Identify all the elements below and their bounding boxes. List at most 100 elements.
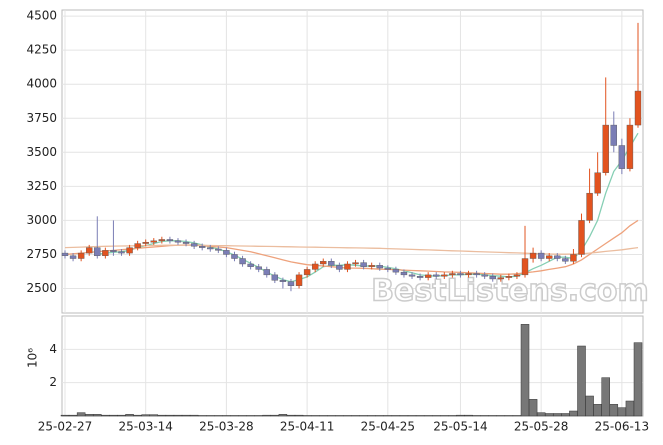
- candle-body: [546, 255, 553, 259]
- y-tick-label: 4: [49, 342, 57, 356]
- candle-body: [158, 239, 166, 242]
- y-tick-label: 4250: [26, 43, 57, 57]
- candle-body: [602, 124, 609, 173]
- candle-body: [255, 266, 262, 270]
- volume-bar: [609, 404, 619, 417]
- volume-bar: [367, 415, 376, 417]
- volume-bar: [197, 415, 207, 417]
- volume-bar: [504, 415, 514, 417]
- volume-bar: [625, 400, 635, 417]
- candle-body: [449, 273, 456, 276]
- y-tick-label: 4500: [26, 9, 57, 23]
- x-tick-label: 25-02-27: [38, 420, 92, 434]
- volume-bar: [520, 324, 530, 417]
- volume-bar: [593, 404, 602, 417]
- x-tick-label: 25-04-25: [361, 420, 415, 434]
- volume-bar: [480, 415, 489, 417]
- candle-body: [320, 261, 327, 265]
- volume-bar: [294, 414, 304, 417]
- volume-bar: [633, 342, 643, 417]
- x-tick-label: 25-05-14: [433, 420, 487, 434]
- volume-bar: [230, 415, 239, 417]
- candle-body: [231, 254, 238, 259]
- y-tick-label: 3250: [26, 179, 57, 193]
- candle-body: [263, 269, 270, 276]
- volume-bar: [101, 414, 110, 417]
- volume-bar: [181, 414, 191, 417]
- candle-body: [207, 247, 214, 250]
- candle-body: [271, 274, 279, 281]
- volume-bar: [343, 415, 352, 417]
- volume-bar: [617, 407, 627, 417]
- candle-body: [416, 276, 424, 278]
- candle-body: [69, 255, 77, 259]
- volume-bar: [206, 415, 215, 417]
- candle-body: [505, 276, 513, 278]
- moving-average-line: [64, 244, 639, 255]
- moving-average-line: [64, 219, 639, 275]
- candle-body: [537, 252, 545, 259]
- volume-bar: [286, 414, 296, 417]
- volume-bar: [109, 414, 118, 417]
- candle-body: [311, 263, 319, 270]
- volume-bar: [383, 415, 393, 417]
- volume-bar: [302, 415, 312, 417]
- volume-bar: [472, 415, 481, 417]
- candle-body: [626, 124, 634, 169]
- volume-bar: [440, 415, 449, 417]
- candle-body: [392, 269, 400, 273]
- candle-body: [303, 269, 311, 276]
- volume-bar: [569, 410, 578, 417]
- volume-bar: [335, 415, 344, 417]
- candle-body: [239, 258, 246, 265]
- y-tick-label: 3500: [26, 145, 57, 159]
- volume-bar: [60, 414, 70, 417]
- volume-bar: [407, 415, 417, 417]
- volume-bar: [561, 413, 570, 417]
- candle-body: [400, 271, 408, 276]
- candle-body: [166, 239, 174, 242]
- x-tick-label: 25-03-14: [118, 420, 172, 434]
- candle-body: [376, 265, 383, 269]
- candle-body: [384, 267, 392, 270]
- volume-bar: [149, 414, 159, 417]
- candle-body: [94, 247, 101, 257]
- volume-bar: [536, 412, 546, 417]
- candle-body: [634, 90, 642, 126]
- volume-bar: [254, 415, 263, 417]
- candle-body: [223, 250, 230, 255]
- y-tick-label: 2750: [26, 247, 57, 261]
- candle-body: [336, 265, 343, 270]
- volume-bar: [262, 414, 272, 417]
- candle-body: [352, 262, 359, 265]
- candle-body: [198, 246, 206, 248]
- candle-body: [618, 145, 626, 169]
- candle-body: [473, 273, 480, 276]
- candle-body: [174, 240, 182, 243]
- y-tick-label: 2500: [26, 281, 57, 295]
- y-tick-label: 3000: [26, 213, 57, 227]
- volume-bar: [375, 415, 384, 417]
- candle-body: [497, 277, 505, 280]
- candle-body: [578, 220, 585, 255]
- candle-body: [77, 252, 85, 259]
- y-tick-label: 3750: [26, 111, 57, 125]
- candle-body: [610, 124, 617, 146]
- volume-bar: [76, 412, 86, 417]
- volume-bar: [359, 415, 368, 417]
- volume-bar: [423, 415, 433, 417]
- volume-bar: [133, 414, 142, 417]
- volume-bar: [125, 414, 134, 417]
- candle-body: [126, 247, 133, 254]
- candle-body: [554, 255, 561, 259]
- candle-body: [190, 243, 198, 247]
- volume-bar: [278, 414, 288, 417]
- volume-bar: [246, 415, 255, 417]
- candle-body: [279, 280, 287, 282]
- candle-body: [295, 274, 303, 286]
- candle-body: [481, 274, 488, 277]
- watermark: BestListens.com: [371, 274, 649, 309]
- volume-bar: [496, 415, 506, 417]
